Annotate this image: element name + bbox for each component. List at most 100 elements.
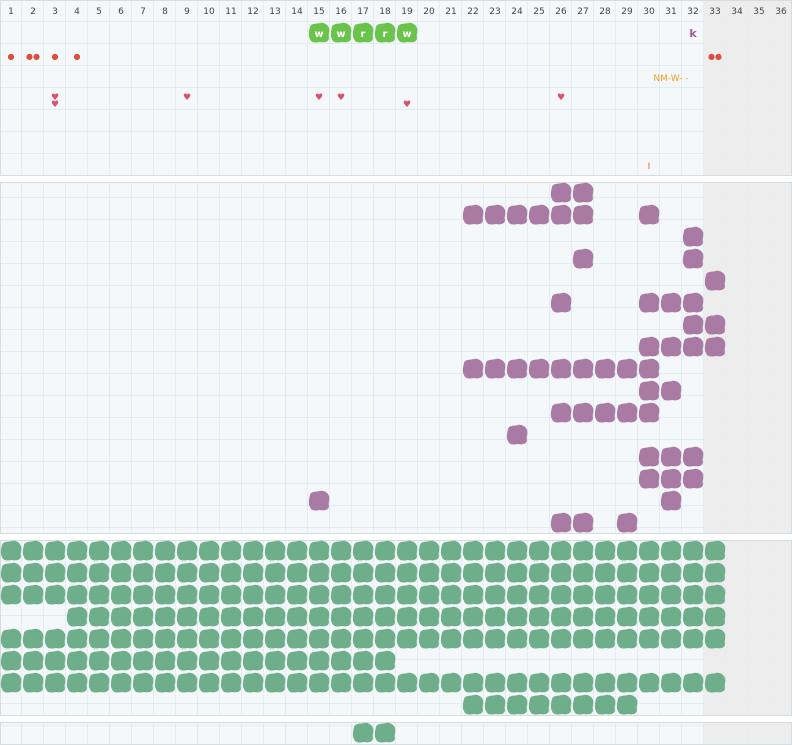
green-blob bbox=[154, 650, 176, 671]
green-blob bbox=[308, 540, 330, 561]
green-blob bbox=[484, 606, 506, 627]
green-blob bbox=[66, 606, 88, 627]
green-blob bbox=[132, 562, 154, 583]
column-number: 19 bbox=[401, 7, 413, 17]
green-blob bbox=[396, 672, 418, 693]
green-blob bbox=[132, 672, 154, 693]
column-number: 12 bbox=[247, 7, 258, 17]
green-blob bbox=[506, 540, 528, 561]
green-blob bbox=[638, 672, 660, 693]
green-blob bbox=[330, 628, 352, 649]
purple-blob bbox=[704, 314, 726, 335]
purple-blob bbox=[682, 292, 704, 313]
column-number: 1 bbox=[8, 7, 14, 17]
green-blob bbox=[154, 606, 176, 627]
green-blob bbox=[308, 672, 330, 693]
green-blob bbox=[660, 562, 682, 583]
green-blob bbox=[264, 562, 286, 583]
grid-markers: w w r r w k● ●● ● ● ●●NM-W- -♥♥♥ ♥ ♥♥♥I bbox=[0, 22, 726, 743]
heart-icon: ♥ bbox=[51, 93, 59, 103]
green-blob bbox=[396, 562, 418, 583]
column-number: 14 bbox=[291, 7, 303, 17]
green-blob bbox=[352, 562, 374, 583]
purple-blob bbox=[638, 292, 660, 313]
green-blob bbox=[308, 650, 330, 671]
tile-letter: w bbox=[336, 29, 345, 40]
green-blob bbox=[638, 584, 660, 605]
green-blob bbox=[88, 540, 110, 561]
green-blob bbox=[440, 540, 462, 561]
purple-blob bbox=[550, 358, 572, 379]
green-blob bbox=[418, 606, 440, 627]
green-blob bbox=[242, 628, 264, 649]
green-blob bbox=[264, 672, 286, 693]
green-blob bbox=[550, 562, 572, 583]
letter-tile: r bbox=[352, 22, 374, 43]
purple-blob bbox=[572, 248, 594, 269]
green-blob bbox=[506, 562, 528, 583]
green-blob bbox=[110, 584, 132, 605]
green-blob bbox=[308, 562, 330, 583]
green-blob bbox=[396, 540, 418, 561]
green-blob bbox=[264, 628, 286, 649]
letter-tile: w bbox=[330, 22, 352, 43]
green-blob bbox=[308, 584, 330, 605]
purple-blob bbox=[682, 446, 704, 467]
green-blob bbox=[286, 606, 308, 627]
green-blob bbox=[0, 672, 22, 693]
purple-blob bbox=[528, 204, 550, 225]
purple-blob bbox=[550, 292, 572, 313]
column-number: 11 bbox=[225, 7, 236, 17]
green-blob bbox=[440, 606, 462, 627]
purple-blob bbox=[660, 468, 682, 489]
green-blob bbox=[660, 584, 682, 605]
green-blob bbox=[462, 540, 484, 561]
green-blob bbox=[616, 562, 638, 583]
green-blob bbox=[572, 540, 594, 561]
column-number: 23 bbox=[489, 7, 500, 17]
green-blob bbox=[418, 562, 440, 583]
green-blob bbox=[462, 562, 484, 583]
green-blob bbox=[352, 672, 374, 693]
green-blob bbox=[704, 628, 726, 649]
letter-tile: w bbox=[308, 22, 330, 43]
green-blob bbox=[572, 672, 594, 693]
column-number: 28 bbox=[599, 7, 611, 17]
green-blob bbox=[352, 584, 374, 605]
green-blob bbox=[396, 584, 418, 605]
green-blob bbox=[462, 672, 484, 693]
green-blob bbox=[374, 562, 396, 583]
purple-blob bbox=[660, 380, 682, 401]
green-blob bbox=[176, 562, 198, 583]
marker-letter: k bbox=[689, 27, 697, 40]
green-blob bbox=[132, 628, 154, 649]
green-blob bbox=[110, 540, 132, 561]
column-number: 30 bbox=[643, 7, 655, 17]
green-blob bbox=[286, 584, 308, 605]
purple-blob bbox=[572, 512, 594, 533]
green-blob bbox=[528, 562, 550, 583]
green-blob bbox=[22, 540, 44, 561]
green-blob bbox=[286, 562, 308, 583]
tile-letter: r bbox=[383, 29, 388, 40]
column-number: 22 bbox=[467, 7, 478, 17]
green-blob bbox=[220, 606, 242, 627]
drop-icon: ●● bbox=[26, 52, 40, 61]
column-number: 16 bbox=[335, 7, 347, 17]
green-blob bbox=[440, 672, 462, 693]
green-blob bbox=[462, 694, 484, 715]
green-blob bbox=[660, 672, 682, 693]
green-blob bbox=[242, 584, 264, 605]
green-blob bbox=[198, 540, 220, 561]
green-blob bbox=[572, 694, 594, 715]
column-number: 24 bbox=[511, 7, 523, 17]
green-blob bbox=[396, 628, 418, 649]
green-blob bbox=[132, 584, 154, 605]
green-blob bbox=[660, 540, 682, 561]
green-blob bbox=[66, 672, 88, 693]
drop-icon: ● bbox=[8, 52, 15, 61]
green-blob bbox=[242, 562, 264, 583]
green-blob bbox=[506, 628, 528, 649]
green-blob bbox=[66, 650, 88, 671]
green-blob bbox=[638, 628, 660, 649]
